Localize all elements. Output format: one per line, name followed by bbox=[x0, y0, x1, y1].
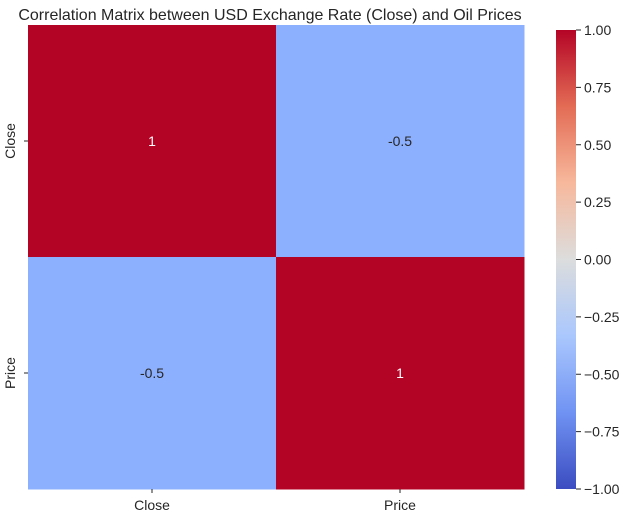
heatmap-cell-price-close bbox=[28, 257, 277, 490]
colorbar-tick-label: 0.00 bbox=[584, 252, 611, 268]
heatmap-annotations: 1 -0.5 -0.5 1 bbox=[140, 133, 412, 381]
colorbar-tick-label: −0.75 bbox=[584, 424, 620, 440]
cell-annotation-price-close: -0.5 bbox=[140, 365, 164, 381]
cell-annotation-close-close: 1 bbox=[148, 133, 156, 149]
x-tick-label-price: Price bbox=[384, 497, 416, 513]
heatmap-cell-price-price bbox=[276, 257, 525, 490]
cell-annotation-price-price: 1 bbox=[396, 365, 404, 381]
colorbar-tick-label: 0.25 bbox=[584, 194, 611, 210]
colorbar-tick-label: −1.00 bbox=[584, 481, 620, 497]
cell-annotation-close-price: -0.5 bbox=[388, 133, 412, 149]
heatmap-cell-close-price bbox=[276, 25, 525, 258]
colorbar-tick-label: 0.50 bbox=[584, 137, 611, 153]
heatmap-cell-close-close bbox=[28, 25, 277, 258]
colorbar-ticks: 1.00 0.75 0.50 0.25 0.00 −0.25 −0.50 −0.75 −1.00 bbox=[576, 22, 620, 497]
chart-title: Correlation Matrix between USD Exchange … bbox=[18, 7, 521, 24]
colorbar-tick-label: −0.25 bbox=[584, 309, 620, 325]
colorbar bbox=[556, 30, 576, 489]
x-tick-label-close: Close bbox=[134, 497, 170, 513]
colorbar-tick-label: 0.75 bbox=[584, 79, 611, 95]
y-tick-labels: Close Price bbox=[2, 123, 28, 389]
x-tick-labels: Close Price bbox=[134, 489, 416, 513]
heatmap-cells bbox=[28, 25, 525, 490]
colorbar-tick-label: 1.00 bbox=[584, 22, 611, 38]
colorbar-tick-label: −0.50 bbox=[584, 366, 620, 382]
y-tick-label-close: Close bbox=[2, 123, 18, 159]
y-tick-label-price: Price bbox=[2, 357, 18, 389]
